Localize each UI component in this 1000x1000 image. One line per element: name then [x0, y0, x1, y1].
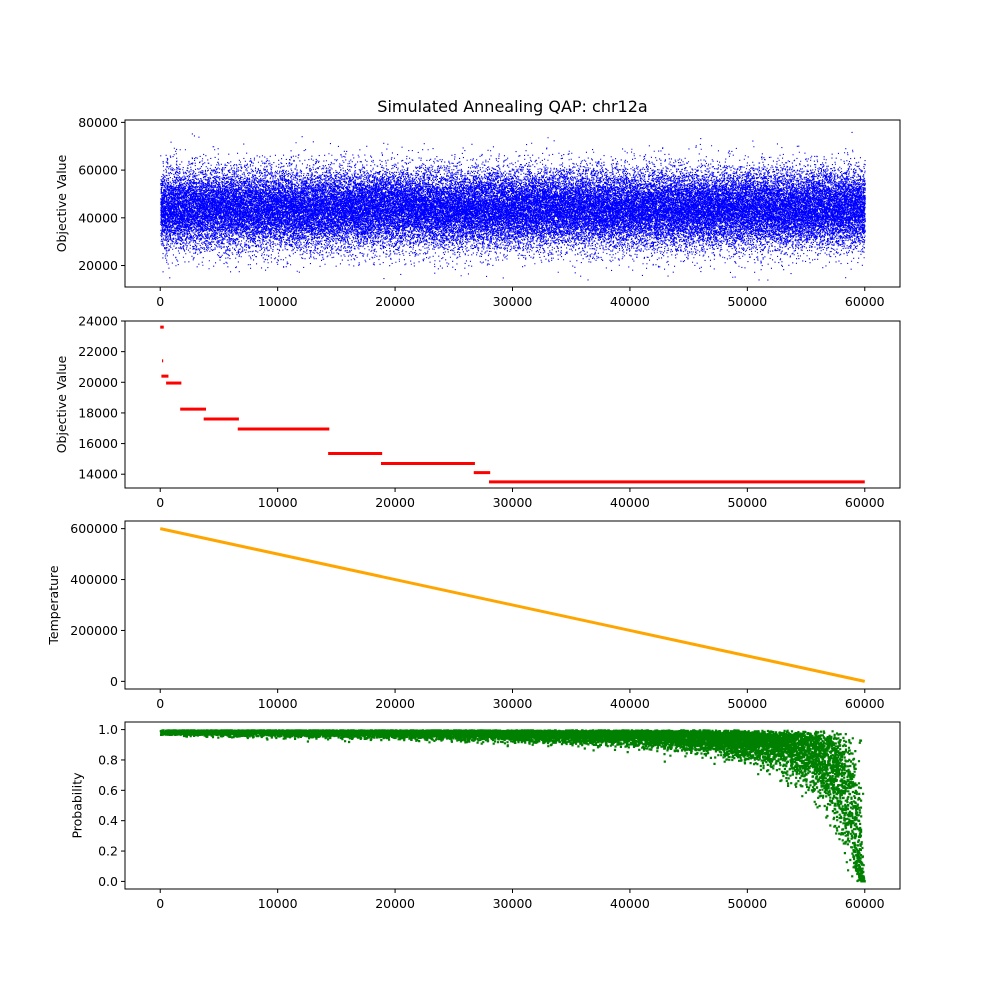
y-tick-label: 0.4 — [98, 813, 118, 828]
x-tick-label: 0 — [156, 294, 164, 309]
x-tick-label: 40000 — [610, 696, 650, 711]
plot-area — [160, 131, 866, 281]
x-tick-label: 10000 — [258, 896, 298, 911]
panel-best-objective: 0 10000 20000 30000 40000 50000 60000 14000 1600… — [54, 314, 901, 510]
x-tick-label: 20000 — [375, 495, 415, 510]
y-tick-label: 14000 — [78, 467, 118, 482]
y-tick-label: 0.8 — [98, 752, 118, 767]
x-tick-label: 60000 — [845, 495, 885, 510]
x-tick-label: 10000 — [258, 696, 298, 711]
y-tick-label: 200000 — [70, 623, 118, 638]
x-tick-label: 10000 — [258, 294, 298, 309]
y-tick-label: 1.0 — [98, 722, 118, 737]
chart-title: Simulated Annealing QAP: chr12a — [377, 97, 647, 116]
x-tick-label: 50000 — [727, 294, 767, 309]
panel-objective-scatter: 0 10000 20000 30000 40000 50000 60000 20000 4000… — [54, 115, 901, 309]
x-tick-label: 50000 — [727, 495, 767, 510]
y-tick-label: 20000 — [78, 258, 118, 273]
x-tick-label: 40000 — [610, 896, 650, 911]
y-axis-label: Temperature — [46, 565, 61, 645]
y-tick-label: 24000 — [78, 314, 118, 329]
y-tick-label: 80000 — [78, 115, 118, 130]
x-tick-label: 40000 — [610, 495, 650, 510]
x-tick-label: 30000 — [493, 294, 533, 309]
series-objective-points — [160, 131, 866, 281]
temperature-line — [159, 527, 866, 683]
x-tick-label: 30000 — [493, 896, 533, 911]
y-axis-label: Objective Value — [54, 355, 69, 453]
y-tick-label: 0 — [110, 674, 118, 689]
x-tick-label: 0 — [156, 696, 164, 711]
x-tick-label: 30000 — [493, 696, 533, 711]
y-tick-label: 16000 — [78, 436, 118, 451]
panel-temperature: 0 10000 20000 30000 40000 50000 60000020000040… — [46, 520, 901, 711]
y-tick-label: 40000 — [78, 210, 118, 225]
x-tick-label: 50000 — [727, 696, 767, 711]
y-tick-label: 0.6 — [98, 783, 118, 798]
axes-frame — [124, 320, 901, 489]
y-tick-label: 20000 — [78, 375, 118, 390]
x-tick-label: 0 — [156, 495, 164, 510]
x-tick-label: 60000 — [845, 896, 885, 911]
x-tick-label: 40000 — [610, 294, 650, 309]
series-probability-points — [159, 729, 866, 883]
x-tick-label: 20000 — [375, 696, 415, 711]
y-tick-label: 400000 — [70, 572, 118, 587]
y-tick-label: 18000 — [78, 405, 118, 420]
y-tick-label: 0.0 — [98, 874, 118, 889]
plot-area — [160, 325, 865, 484]
x-tick-label: 60000 — [845, 294, 885, 309]
y-tick-label: 60000 — [78, 163, 118, 178]
panel-probability: 0 10000 20000 30000 40000 50000 60000 0.0 0.2 0.4… — [70, 721, 901, 911]
x-tick-label: 60000 — [845, 696, 885, 711]
x-tick-label: 10000 — [258, 495, 298, 510]
x-tick-label: 20000 — [375, 294, 415, 309]
x-tick-label: 20000 — [375, 896, 415, 911]
y-axis-label: Probability — [70, 772, 85, 839]
x-tick-label: 50000 — [727, 896, 767, 911]
x-tick-label: 30000 — [493, 495, 533, 510]
plot-area — [159, 729, 866, 883]
y-tick-label: 0.2 — [98, 844, 118, 859]
plot-area — [159, 527, 866, 683]
y-axis-label: Objective Value — [54, 154, 69, 252]
y-tick-label: 600000 — [70, 521, 118, 536]
y-tick-label: 22000 — [78, 344, 118, 359]
x-tick-label: 0 — [156, 896, 164, 911]
